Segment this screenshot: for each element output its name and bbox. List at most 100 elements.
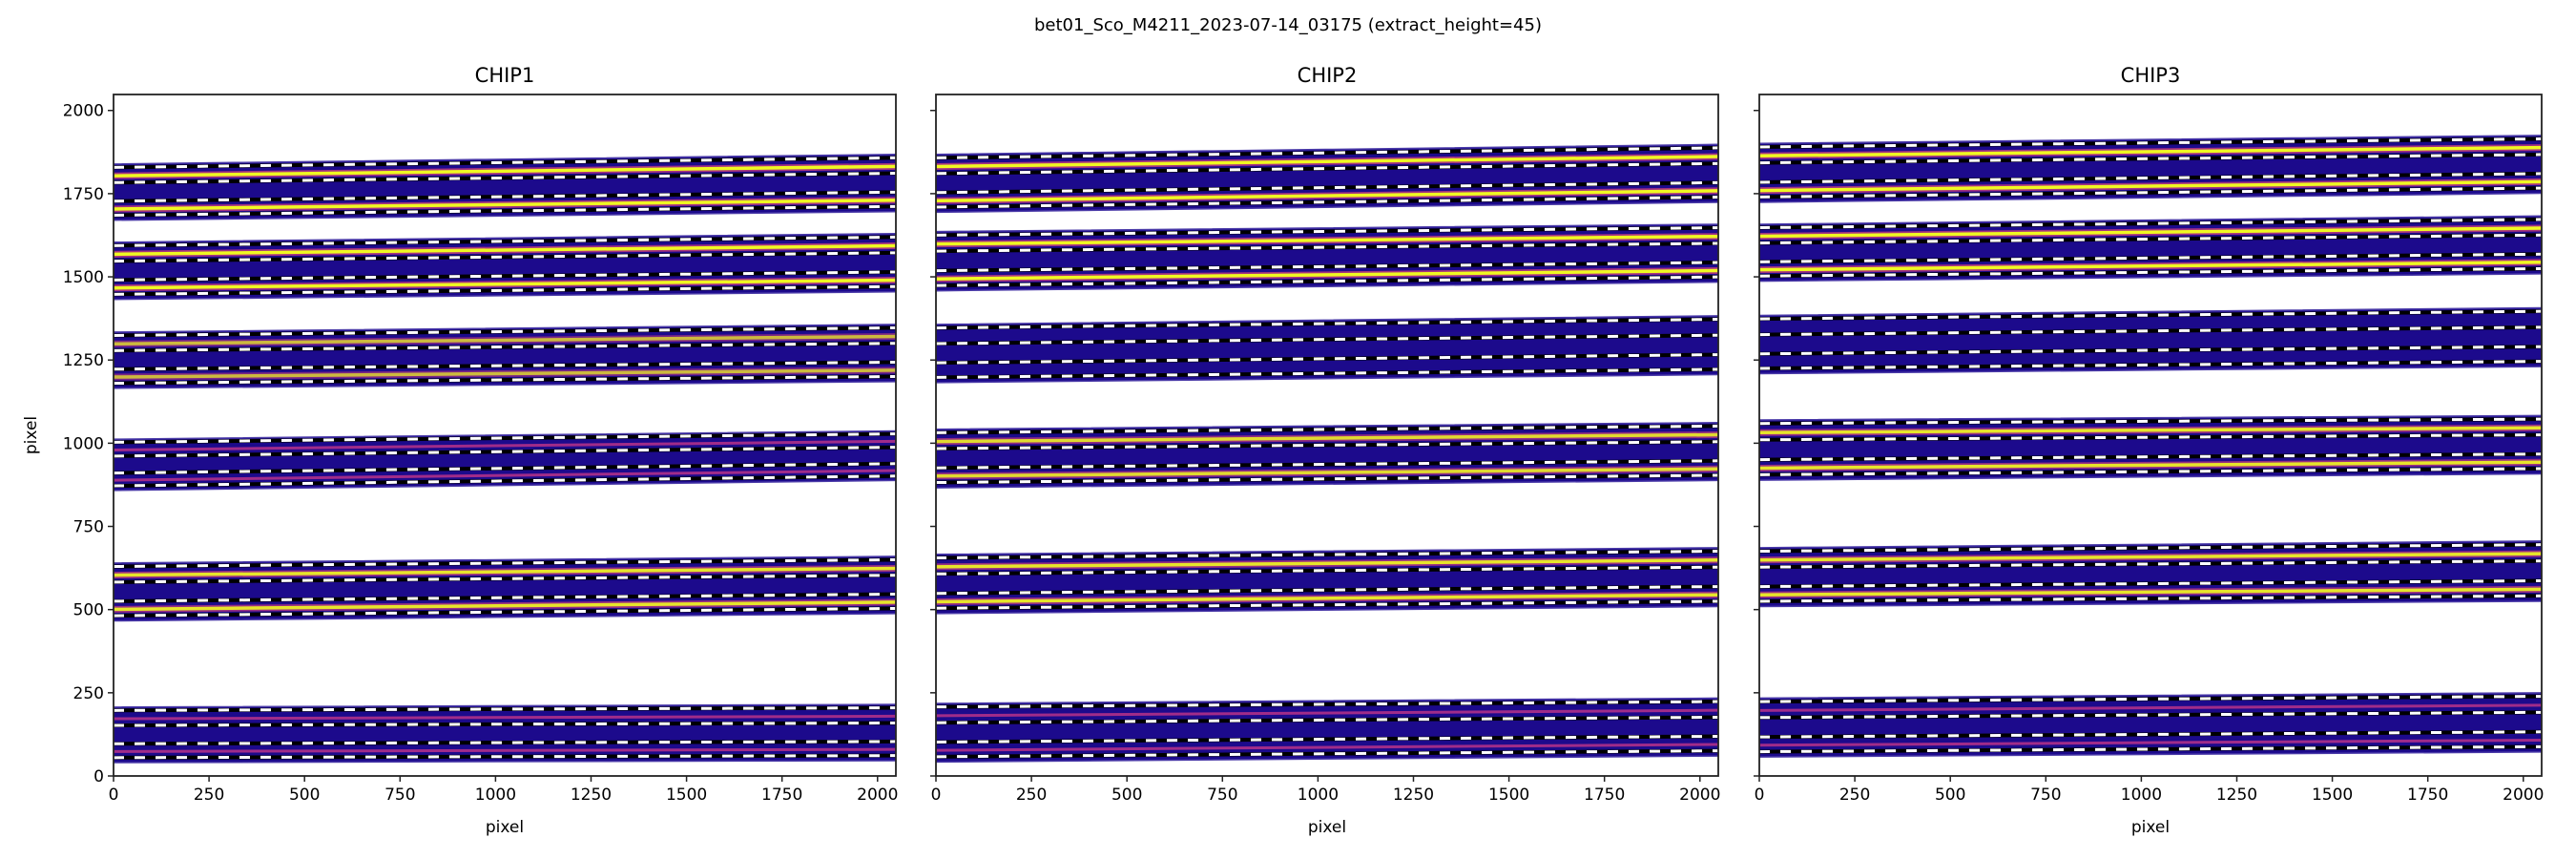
trace-upper xyxy=(114,164,896,178)
order-6 xyxy=(114,703,896,764)
extraction-limit xyxy=(936,585,1718,596)
y-tick-label: 500 xyxy=(73,601,104,620)
extraction-limit xyxy=(114,204,896,217)
x-tick-label: 750 xyxy=(384,786,415,805)
extraction-limit xyxy=(1759,543,2542,554)
trace-lower xyxy=(936,743,1718,752)
extraction-limit xyxy=(114,474,896,488)
order-5 xyxy=(936,547,1718,615)
axes-frame xyxy=(1758,94,2543,777)
extraction-limit xyxy=(1759,433,2542,442)
extraction-limit xyxy=(114,706,896,712)
extraction-limit xyxy=(114,326,896,337)
order-2 xyxy=(114,232,896,301)
extraction-limit xyxy=(936,275,1718,287)
extraction-limit xyxy=(114,172,896,184)
extraction-limit xyxy=(936,424,1718,434)
panel-title: CHIP2 xyxy=(1298,64,1358,87)
order-3 xyxy=(1759,306,2542,375)
order-3 xyxy=(936,315,1718,384)
trace-upper xyxy=(1759,552,2542,562)
x-tick-label: 2000 xyxy=(857,786,898,805)
extraction-limit xyxy=(114,740,896,745)
extraction-limit xyxy=(1759,594,2542,603)
order-4 xyxy=(1759,414,2542,481)
extraction-limit xyxy=(1759,744,2542,754)
trace-upper xyxy=(936,155,1718,169)
trace-lower xyxy=(936,467,1718,478)
extraction-limit xyxy=(1759,730,2542,739)
y-tick-label: 1750 xyxy=(63,185,104,204)
order-1 xyxy=(114,154,896,221)
x-tick-label: 1000 xyxy=(475,786,516,805)
extraction-limit xyxy=(936,161,1718,176)
x-tick-label: 1500 xyxy=(1488,786,1529,805)
axes-frame xyxy=(113,94,897,777)
order-1 xyxy=(936,143,1718,214)
extraction-limit xyxy=(1759,710,2542,720)
trace-upper xyxy=(114,566,896,577)
extraction-limit-bg xyxy=(114,705,896,713)
trace-lower xyxy=(1759,179,2542,193)
x-tick-label: 750 xyxy=(2030,786,2061,805)
x-tick-label: 1000 xyxy=(1298,786,1339,805)
extraction-limit xyxy=(936,367,1718,379)
figure-suptitle: bet01_Sco_M4211_2023-07-14_03175 (extrac… xyxy=(1034,15,1542,35)
extraction-limit xyxy=(1759,172,2542,184)
x-tick-label: 1250 xyxy=(1393,786,1434,805)
x-tick-label: 0 xyxy=(931,786,942,805)
order-2 xyxy=(936,223,1718,292)
extraction-limit xyxy=(1759,345,2542,356)
x-axis-label: pixel xyxy=(2131,818,2170,837)
plot-area xyxy=(936,143,1718,764)
trace-upper xyxy=(1759,426,2542,434)
x-tick-label: 1250 xyxy=(2216,786,2257,805)
trace-lower xyxy=(114,469,896,482)
extraction-limit xyxy=(114,462,896,475)
y-tick-label: 0 xyxy=(93,767,104,786)
plot-area xyxy=(1759,135,2542,758)
y-tick-label: 750 xyxy=(73,518,104,537)
extraction-limit xyxy=(1759,218,2542,230)
trace-lower xyxy=(1759,261,2542,272)
order-band xyxy=(114,430,896,492)
order-4 xyxy=(114,430,896,492)
extraction-limit xyxy=(114,592,896,603)
trace-upper xyxy=(936,234,1718,246)
extraction-limit xyxy=(1759,452,2542,462)
extraction-limit xyxy=(936,353,1718,365)
x-tick-label: 2000 xyxy=(1679,786,1720,805)
trace-lower xyxy=(114,198,896,211)
extraction-limit xyxy=(114,342,896,352)
extraction-limit xyxy=(936,459,1718,470)
extraction-limit xyxy=(114,446,896,458)
trace-upper xyxy=(114,439,896,451)
extraction-limit xyxy=(114,284,896,296)
extraction-limit xyxy=(114,270,896,282)
extraction-limit xyxy=(936,565,1718,576)
extraction-limit xyxy=(936,734,1718,744)
extraction-limit xyxy=(114,190,896,203)
trace-upper xyxy=(1759,145,2542,157)
extraction-limit xyxy=(936,180,1718,195)
x-tick-label: 500 xyxy=(1935,786,1965,805)
order-5 xyxy=(114,555,896,622)
extraction-limit-bg xyxy=(114,739,896,746)
x-tick-label: 500 xyxy=(1111,786,1142,805)
extraction-limit xyxy=(936,195,1718,209)
trace-lower xyxy=(114,747,896,753)
extraction-limit xyxy=(114,606,896,618)
extraction-limit xyxy=(1759,467,2542,476)
extraction-limit xyxy=(114,721,896,727)
x-tick-label: 1000 xyxy=(2121,786,2162,805)
order-4 xyxy=(936,422,1718,489)
order-6 xyxy=(1759,692,2542,758)
extraction-limit xyxy=(114,156,896,169)
extraction-limit xyxy=(1759,309,2542,321)
x-axis-label: pixel xyxy=(486,818,524,837)
extraction-limit xyxy=(1759,233,2542,245)
extraction-limit xyxy=(1759,252,2542,263)
x-tick-label: 750 xyxy=(1207,786,1237,805)
y-axis-label: pixel xyxy=(22,416,41,454)
extraction-limit-bg xyxy=(114,753,896,760)
